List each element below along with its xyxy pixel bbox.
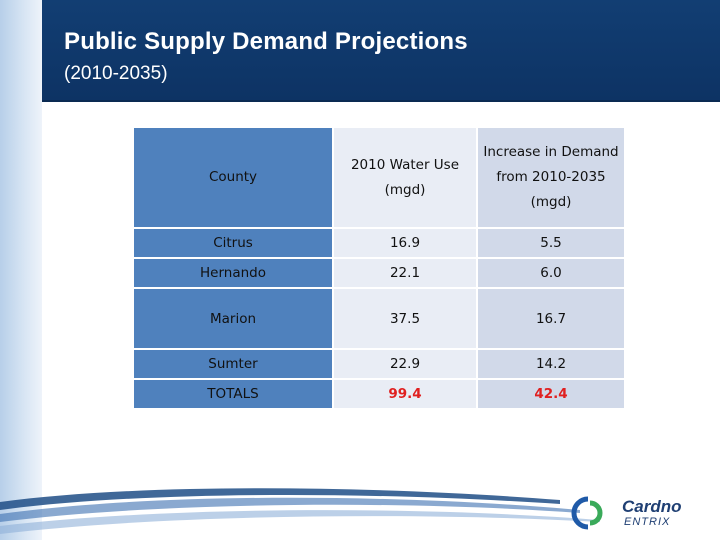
header-water-use-2010: 2010 Water Use (mgd) bbox=[333, 128, 478, 229]
cell-increase: 5.5 bbox=[477, 228, 626, 259]
cell-county: Sumter bbox=[134, 349, 334, 380]
cell-water-use: 22.1 bbox=[333, 258, 478, 289]
decorative-swoosh bbox=[0, 488, 600, 534]
left-decorative-strip bbox=[0, 0, 42, 540]
logo-name: Cardno bbox=[622, 497, 682, 516]
table-row: Hernando 22.1 6.0 bbox=[134, 258, 626, 289]
cell-county: Marion bbox=[134, 288, 334, 350]
slide-title: Public Supply Demand Projections bbox=[64, 28, 468, 55]
cell-county: Hernando bbox=[134, 258, 334, 289]
table-row: Marion 37.5 16.7 bbox=[134, 288, 626, 350]
cell-county: Citrus bbox=[134, 228, 334, 259]
slide-header: Public Supply Demand Projections (2010-2… bbox=[42, 0, 720, 102]
cell-increase: 16.7 bbox=[477, 288, 626, 350]
header-county: County bbox=[134, 128, 334, 229]
totals-increase: 42.4 bbox=[477, 379, 626, 410]
totals-label: TOTALS bbox=[134, 379, 334, 410]
totals-row: TOTALS 99.4 42.4 bbox=[134, 379, 626, 410]
cell-water-use: 22.9 bbox=[333, 349, 478, 380]
logo-sub: ENTRIX bbox=[624, 516, 671, 528]
cardno-logo-icon bbox=[571, 496, 603, 530]
table-row: Sumter 22.9 14.2 bbox=[134, 349, 626, 380]
table-row: Citrus 16.9 5.5 bbox=[134, 228, 626, 259]
header-increase: Increase in Demand from 2010-2035 (mgd) bbox=[477, 128, 626, 229]
table-header-row: County 2010 Water Use (mgd) Increase in … bbox=[134, 128, 626, 229]
slide-subtitle: (2010-2035) bbox=[64, 63, 168, 84]
cell-increase: 6.0 bbox=[477, 258, 626, 289]
cell-water-use: 16.9 bbox=[333, 228, 478, 259]
cell-increase: 14.2 bbox=[477, 349, 626, 380]
demand-projections-table: County 2010 Water Use (mgd) Increase in … bbox=[134, 128, 626, 410]
cell-water-use: 37.5 bbox=[333, 288, 478, 350]
totals-water-use: 99.4 bbox=[333, 379, 478, 410]
cardno-logo: Cardno ENTRIX bbox=[568, 495, 713, 535]
